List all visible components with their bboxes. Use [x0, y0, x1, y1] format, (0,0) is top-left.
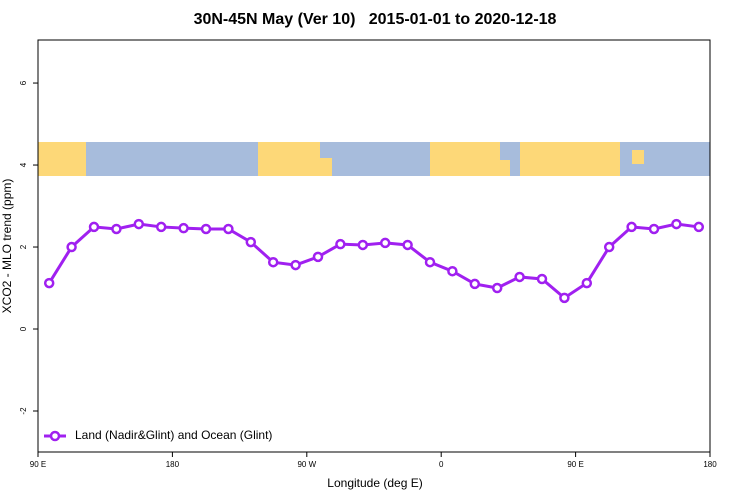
- y-tick-label: 2: [19, 244, 28, 249]
- land: [258, 142, 320, 176]
- data-point: [200, 223, 212, 235]
- data-point: [290, 259, 301, 271]
- y-tick-label: 6: [19, 80, 28, 85]
- x-axis-label: Longitude (deg E): [327, 476, 422, 490]
- map-band: [38, 142, 710, 176]
- series-line: [47, 222, 699, 300]
- data-point: [424, 256, 436, 268]
- x-tick-label: 180: [166, 460, 180, 469]
- data-point: [111, 223, 122, 235]
- data-point: [379, 237, 391, 249]
- data-point: [357, 239, 369, 251]
- data-point: [671, 218, 682, 230]
- legend-label: Land (Nadir&Glint) and Ocean (Glint): [75, 428, 272, 442]
- data-point: [626, 221, 637, 233]
- y-tick-label: 4: [19, 162, 28, 167]
- land: [430, 142, 500, 176]
- data-point: [178, 222, 189, 234]
- y-axis-label: XCO2 - MLO trend (ppm): [0, 179, 14, 314]
- data-point: [66, 241, 77, 253]
- data-point: [88, 221, 100, 233]
- data-point: [245, 236, 257, 248]
- data-point: [581, 277, 593, 289]
- x-tick-label: 90 E: [30, 460, 46, 469]
- data-point: [312, 251, 324, 263]
- data-point: [223, 223, 234, 235]
- ocean: [92, 150, 114, 170]
- land: [500, 160, 510, 176]
- chart-title: 30N-45N May (Ver 10) 2015-01-01 to 2020-…: [194, 11, 557, 28]
- y-tick-label: -2: [19, 407, 28, 415]
- data-point: [155, 221, 167, 233]
- land: [38, 142, 86, 176]
- data-point: [402, 239, 413, 251]
- x-tick-label: 0: [439, 460, 444, 469]
- data-point: [447, 265, 458, 277]
- data-point: [43, 277, 55, 289]
- x-tick-label: 90 W: [297, 460, 316, 469]
- x-tick-label: 90 E: [567, 460, 583, 469]
- data-point: [603, 241, 615, 253]
- data-point: [693, 221, 705, 233]
- legend-marker: [49, 430, 61, 442]
- x-tick-label: 180: [703, 460, 717, 469]
- data-point: [536, 273, 548, 285]
- plot-frame: [37, 39, 711, 453]
- data-point: [514, 271, 525, 283]
- data-point: [267, 256, 279, 268]
- land: [520, 142, 620, 176]
- y-tick-label: 0: [19, 326, 28, 331]
- data-point: [559, 292, 570, 304]
- data-point: [648, 223, 660, 235]
- data-point: [133, 218, 145, 230]
- data-point: [469, 278, 481, 290]
- data-point: [335, 238, 346, 250]
- data-point: [491, 282, 503, 294]
- land: [320, 158, 332, 176]
- land: [632, 150, 644, 164]
